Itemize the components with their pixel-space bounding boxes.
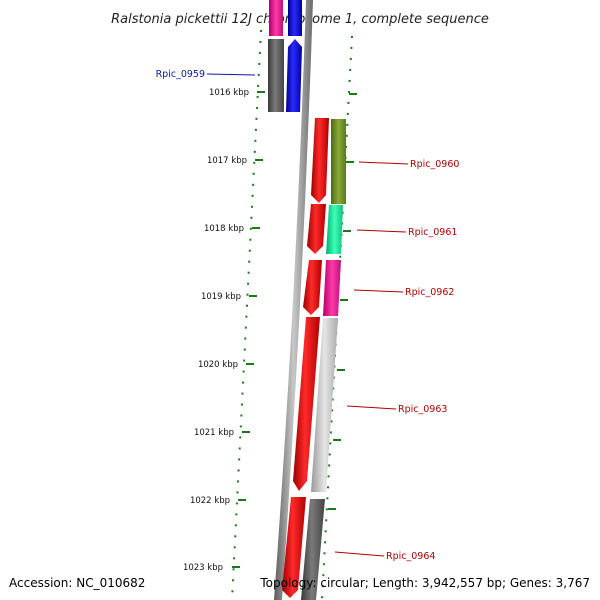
scale-label: 1016 kbp bbox=[209, 88, 249, 98]
leader-line bbox=[346, 405, 397, 410]
reverse-features bbox=[268, 0, 302, 112]
gene-label-rpic-0961[interactable]: Rpic_0961 bbox=[408, 227, 457, 238]
cog-feature-olive[interactable] bbox=[331, 119, 346, 204]
scale-label: 1020 kbp bbox=[198, 360, 238, 370]
gene-label-rpic-0964[interactable]: Rpic_0964 bbox=[386, 551, 435, 562]
gene-rpic-0962[interactable] bbox=[303, 260, 322, 315]
gene-rpic-0959-part1[interactable] bbox=[288, 0, 302, 36]
topology-label: Topology: circular; Length: 3,942,557 bp… bbox=[260, 576, 590, 590]
gene-leaders bbox=[206, 73, 409, 557]
gene-rpic-0959[interactable] bbox=[286, 39, 302, 112]
inner-tick-dots bbox=[231, 29, 262, 600]
scale-label: 1021 kbp bbox=[194, 428, 234, 438]
cog-feature-pink[interactable] bbox=[269, 0, 283, 36]
gene-rpic-0964[interactable] bbox=[282, 497, 306, 598]
gene-rpic-0963[interactable] bbox=[293, 317, 320, 491]
cog-feature-magenta[interactable] bbox=[323, 260, 341, 316]
scale-label: 1018 kbp bbox=[204, 224, 244, 234]
cog-feature-dark-gray[interactable] bbox=[301, 499, 325, 600]
gene-label-rpic-0963[interactable]: Rpic_0963 bbox=[398, 404, 447, 415]
gene-label-rpic-0959[interactable]: Rpic_0959 bbox=[156, 69, 205, 80]
leader-line bbox=[358, 161, 409, 165]
gene-label-rpic-0960[interactable]: Rpic_0960 bbox=[410, 159, 459, 170]
outer-ticks bbox=[328, 93, 357, 510]
cog-feature-light-gray[interactable] bbox=[311, 318, 338, 492]
scale-labels: 1016 kbp 1017 kbp 1018 kbp 1019 kbp 1020… bbox=[183, 88, 265, 573]
backbone bbox=[274, 0, 313, 600]
forward-genes bbox=[282, 118, 329, 598]
accession-label: Accession: NC_010682 bbox=[9, 576, 146, 590]
scale-label: 1022 kbp bbox=[190, 496, 230, 506]
gene-rpic-0960[interactable] bbox=[311, 118, 329, 203]
leader-line bbox=[353, 289, 404, 293]
scale-label: 1019 kbp bbox=[201, 292, 241, 302]
leader-line bbox=[356, 229, 407, 233]
gene-rpic-0961[interactable] bbox=[307, 204, 326, 254]
leader-line bbox=[334, 551, 385, 557]
gene-labels: Rpic_0959 Rpic_0960 Rpic_0961 Rpic_0962 … bbox=[156, 69, 460, 562]
cog-feature-mint[interactable] bbox=[326, 205, 343, 254]
gene-label-rpic-0962[interactable]: Rpic_0962 bbox=[405, 287, 454, 298]
leader-line bbox=[206, 73, 256, 76]
scale-label: 1023 kbp bbox=[183, 563, 223, 573]
outer-features bbox=[301, 119, 346, 600]
cog-feature-dark[interactable] bbox=[268, 39, 284, 112]
scale-label: 1017 kbp bbox=[207, 156, 247, 166]
